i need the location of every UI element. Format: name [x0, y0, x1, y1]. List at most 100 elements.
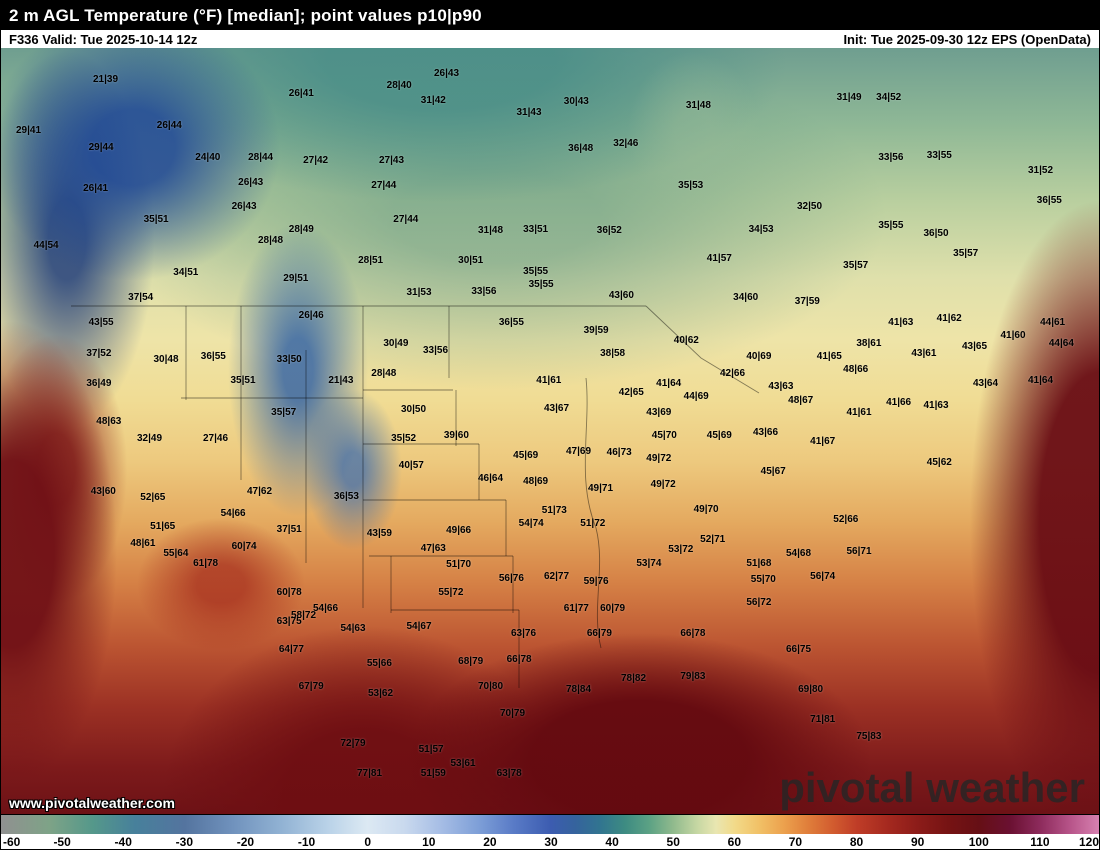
point-value: 44|69 [683, 390, 709, 402]
point-value: 31|52 [1027, 165, 1054, 177]
point-value: 52|65 [140, 492, 166, 504]
colorbar-tick: -10 [297, 835, 316, 849]
point-value: 43|64 [972, 377, 999, 389]
point-value: 56|72 [746, 597, 772, 609]
colorbar-tick: -30 [175, 835, 193, 849]
point-value: 47|63 [420, 542, 446, 554]
point-value: 35|57 [843, 260, 869, 272]
point-value: 43|65 [961, 340, 988, 352]
point-value: 41|67 [810, 435, 836, 447]
point-value: 36|48 [568, 143, 594, 155]
point-value: 55|64 [163, 547, 189, 559]
point-value: 62|77 [543, 570, 570, 582]
point-value: 43|61 [911, 347, 937, 359]
title-bar: 2 m AGL Temperature (°F) [median]; point… [1, 1, 1099, 30]
point-value: 48|61 [130, 538, 156, 550]
point-value: 79|83 [680, 670, 706, 682]
point-value: 70|79 [499, 707, 526, 719]
point-value: 31|48 [685, 100, 711, 112]
point-value: 55|66 [366, 657, 392, 669]
point-value: 63|78 [496, 768, 522, 780]
colorbar-tick: 40 [605, 835, 619, 849]
point-value: 38|61 [856, 338, 882, 350]
point-value: 67|79 [298, 680, 324, 692]
point-value: 56|76 [498, 572, 524, 584]
point-value: 53|62 [367, 687, 394, 699]
point-value: 42|66 [719, 367, 746, 379]
point-value: 41|64 [1027, 375, 1054, 387]
point-value: 69|80 [798, 683, 824, 695]
point-value: 26|46 [298, 310, 324, 322]
point-value: 35|52 [391, 432, 417, 444]
point-value: 51|73 [541, 505, 567, 517]
point-value: 33|55 [926, 150, 952, 161]
init-time-label: Init: Tue 2025-09-30 12z EPS (OpenData) [843, 31, 1091, 47]
point-value: 78|82 [620, 673, 647, 685]
point-value: 39|59 [583, 325, 609, 337]
point-value: 58|72 [290, 610, 317, 622]
point-value: 31|53 [406, 287, 432, 299]
point-value: 35|55 [528, 279, 554, 291]
point-value: 70|80 [477, 680, 504, 692]
point-value: 36|53 [333, 490, 359, 502]
point-value: 43|59 [366, 528, 392, 540]
point-value: 36|50 [923, 228, 949, 240]
point-value: 44|61 [1040, 316, 1066, 328]
point-value: 59|76 [583, 575, 609, 587]
point-value: 66|78 [506, 654, 532, 666]
point-value: 53|74 [636, 557, 662, 569]
point-value: 37|52 [86, 347, 112, 359]
point-value: 27|44 [393, 213, 419, 225]
brand-logo: pivotal weather [779, 764, 1085, 811]
point-value: 54|74 [518, 517, 544, 529]
point-value: 36|55 [1036, 195, 1062, 207]
point-value: 33|56 [471, 285, 497, 297]
point-value: 55|70 [750, 573, 776, 585]
point-value: 71|81 [810, 713, 836, 725]
point-value: 29|44 [88, 142, 114, 154]
point-value: 41|60 [1000, 330, 1026, 342]
point-value: 40|69 [746, 350, 772, 362]
point-value: 75|83 [856, 730, 882, 742]
point-value: 44|54 [33, 240, 59, 252]
colorbar-labels: -60 -50 -40 -30 -20 -10 0 10 20 30 40 50 60 70 80 90 100… [1, 834, 1099, 849]
point-value: 44|64 [1048, 337, 1074, 349]
point-value: 41|63 [888, 316, 914, 328]
point-value: 27|44 [371, 179, 397, 191]
point-value: 56|74 [810, 570, 836, 582]
watermark-url: www.pivotalweather.com [9, 795, 175, 811]
point-value: 51|59 [420, 768, 446, 780]
point-value: 45|69 [513, 450, 539, 462]
colorbar-tick: 20 [483, 835, 497, 849]
colorbar-tick: -40 [114, 835, 132, 849]
point-value: 26|43 [238, 176, 264, 188]
point-value: 30|51 [458, 254, 484, 266]
point-value: 72|79 [340, 737, 366, 749]
point-value: 51|57 [418, 743, 444, 755]
point-value: 61|77 [563, 602, 589, 614]
point-value: 47|69 [565, 445, 592, 457]
point-value: 66|78 [680, 627, 706, 639]
colorbar-tick: -50 [53, 835, 71, 849]
point-value: 26|43 [231, 200, 257, 212]
point-value: 49|72 [650, 478, 676, 490]
point-value: 54|67 [406, 621, 432, 633]
point-value: 32|50 [796, 200, 823, 212]
point-value: 26|43 [433, 68, 460, 80]
point-value: 41|61 [536, 375, 562, 387]
point-value: 78|84 [565, 683, 592, 695]
point-value: 53|72 [668, 543, 694, 555]
point-value: 30|50 [400, 403, 427, 415]
state-borders [71, 305, 760, 688]
point-value: 48|69 [523, 475, 549, 487]
point-value: 43|60 [608, 290, 634, 302]
point-value: 66|79 [586, 627, 612, 639]
point-value: 38|58 [600, 347, 626, 359]
point-value: 48|67 [788, 395, 814, 407]
point-value: 28|44 [248, 152, 274, 164]
point-value: 32|49 [136, 433, 163, 445]
point-value: 43|55 [88, 316, 114, 328]
point-value: 60|79 [600, 602, 626, 614]
point-value: 30|48 [153, 353, 179, 365]
point-value: 49|71 [587, 483, 614, 495]
